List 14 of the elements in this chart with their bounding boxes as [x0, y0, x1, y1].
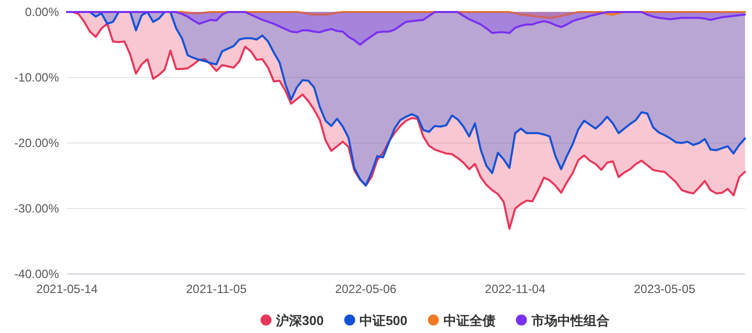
x-tick-label: 2022-05-06	[335, 282, 397, 296]
x-tick-label: 2023-05-05	[634, 282, 696, 296]
legend-label: 中证全债	[443, 313, 496, 328]
x-tick-label: 2021-11-05	[186, 282, 247, 296]
y-tick-label: -10.00%	[14, 70, 60, 84]
legend-label: 市场中性组合	[530, 313, 610, 328]
x-tick-label: 2021-05-14	[36, 282, 98, 296]
legend-label: 中证500	[360, 313, 408, 328]
legend-label: 沪深300	[275, 313, 324, 328]
y-tick-label: 0.00%	[24, 5, 60, 19]
y-tick-label: -40.00%	[14, 267, 60, 281]
x-tick-label: 2022-11-04	[484, 282, 546, 296]
y-tick-label: -30.00%	[14, 202, 60, 216]
y-tick-label: -20.00%	[14, 136, 60, 150]
